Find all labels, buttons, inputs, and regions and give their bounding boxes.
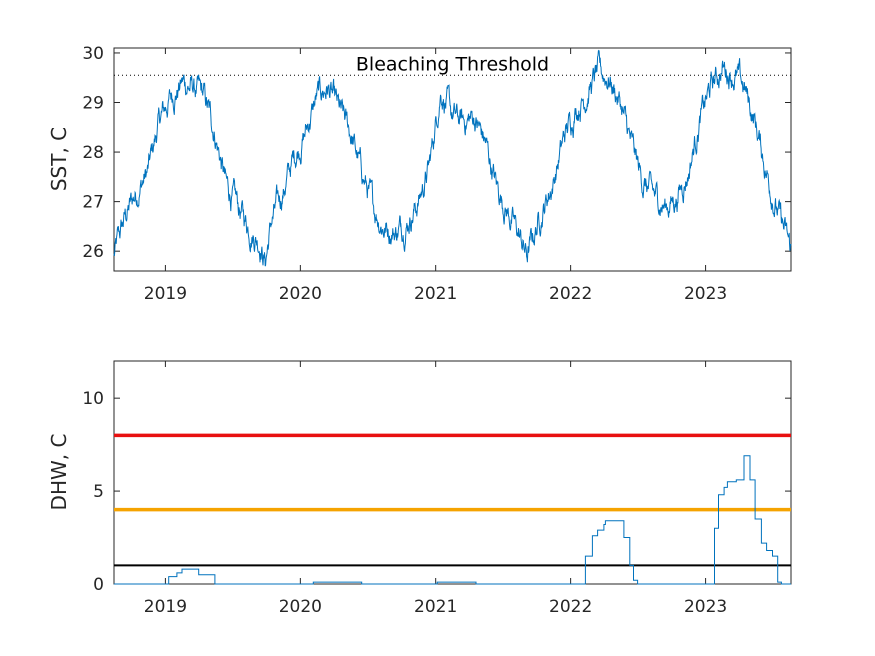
x-tick-label: 2023 [684, 284, 727, 304]
dhw-ticks: 2019 2020 2021 2022 2023 0 5 10 [82, 361, 791, 617]
x-tick-label: 2022 [549, 284, 592, 304]
x-tick-label: 2019 [144, 284, 187, 304]
sst-series-line [113, 49, 792, 267]
dhw-y-axis-label: DHW, C [47, 434, 71, 511]
sst-ticks: 2019 2020 2021 2022 2023 26 27 28 29 30 [82, 44, 791, 304]
sst-axes-frame [113, 47, 792, 272]
y-tick-label: 26 [82, 242, 104, 262]
dhw-axes-frame [113, 360, 792, 585]
y-tick-label: 27 [82, 193, 104, 213]
x-tick-label: 2021 [414, 597, 457, 617]
y-tick-label: 28 [82, 143, 104, 163]
dhw-panel: 2019 2020 2021 2022 2023 0 5 10 DHW, C [47, 360, 792, 617]
y-tick-label: 29 [82, 94, 104, 114]
x-tick-label: 2019 [144, 597, 187, 617]
dhw-series-line [114, 455, 791, 585]
x-tick-label: 2021 [414, 284, 457, 304]
y-tick-label: 5 [93, 482, 104, 502]
y-tick-label: 30 [82, 44, 104, 64]
x-tick-label: 2023 [684, 597, 727, 617]
bleaching-threshold-label: Bleaching Threshold [356, 53, 549, 75]
x-tick-label: 2022 [549, 597, 592, 617]
x-tick-label: 2020 [279, 597, 322, 617]
sst-panel: 2019 2020 2021 2022 2023 26 27 28 29 30 Bleaching… [47, 44, 792, 304]
y-tick-label: 10 [82, 389, 104, 409]
x-tick-label: 2020 [279, 284, 322, 304]
y-tick-label: 0 [93, 575, 104, 595]
sst-y-axis-label: SST, C [47, 127, 71, 191]
